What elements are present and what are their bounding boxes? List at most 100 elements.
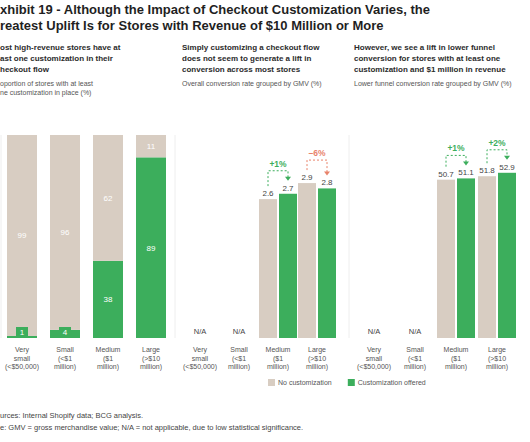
text-line: million) (54, 363, 76, 371)
change-bracket (268, 171, 291, 186)
data-label: 4 (63, 328, 68, 337)
bracket-arrow (285, 177, 291, 181)
bracket-arrow (504, 156, 510, 160)
text-line: customization and $1 million in revenue (354, 65, 506, 74)
text-line: heckout flow (0, 65, 50, 74)
data-label: 99 (18, 231, 27, 240)
text-line: million) (445, 363, 467, 371)
subtitle: ost high-revenue stores have atast one c… (0, 43, 121, 74)
data-labels: 2.6 2.7 2.9 2.8 (262, 173, 333, 198)
legend-swatch (268, 379, 275, 386)
bracket-line (268, 171, 288, 186)
text-line: small (14, 355, 31, 362)
text-line: Medium (266, 346, 291, 353)
data-label: 2.7 (282, 184, 294, 193)
bracket-arrow (463, 161, 469, 165)
text-line: Small (406, 346, 424, 353)
text-line: ($1 (103, 355, 113, 363)
text-line: (<$50,000) (5, 363, 39, 371)
text-line: conversion for stores with at least one (354, 54, 501, 63)
bar (498, 173, 516, 338)
bar (136, 157, 166, 338)
change-bracket (446, 155, 469, 166)
chart: xhibit 19 - Although the Impact of Check… (0, 0, 530, 442)
data-label: 2.9 (301, 173, 313, 182)
data-label: 11 (147, 142, 156, 151)
text-line: Small (56, 346, 74, 353)
change-bracket (307, 160, 330, 175)
text-line: oportion of stores with at least (0, 80, 93, 88)
text-line: Overall conversion rate grouped by GMV (… (182, 80, 322, 88)
legend: No customization Customization offered (268, 379, 426, 386)
text-line: million) (97, 363, 119, 371)
text-line: ($1 (273, 355, 283, 363)
text-line: (>$10 (488, 355, 506, 363)
label-background (16, 327, 28, 338)
text-line: Large (488, 346, 506, 354)
bar (457, 178, 475, 338)
data-label: 89 (147, 244, 156, 253)
text-line: Medium (96, 346, 121, 353)
annotation: +1% (447, 143, 465, 153)
bars (437, 173, 516, 338)
axis-label: Lower funnel conversion rate grouped by … (354, 80, 512, 88)
category-label: Verysmall(<$50,000) (183, 346, 217, 371)
category-label: Small(<$1million) (54, 346, 76, 371)
text-line: reatest Uplift Is for Stores with Revenu… (0, 18, 384, 33)
category-label: Small(<$1million) (228, 346, 250, 371)
data-label: 62 (104, 194, 113, 203)
annotation: N/A (368, 327, 381, 336)
bracket-line (487, 150, 507, 163)
text-line: Small (230, 346, 248, 353)
y-axis-line (1, 135, 2, 338)
text-line: million) (267, 363, 289, 371)
annotation: +2% (488, 138, 506, 148)
axis-label: Overall conversion rate grouped by GMV (… (182, 80, 322, 88)
bar (478, 176, 496, 338)
footnote: urces: Internal Shopify data; BCG analys… (0, 411, 143, 420)
text-line: million) (228, 363, 250, 371)
text-line: does not seem to generate a lift in (182, 54, 311, 63)
text-line: Very (367, 346, 382, 354)
data-label: 2.8 (321, 178, 333, 187)
text-line: ne customization in place (%) (0, 89, 91, 97)
bar (279, 194, 297, 338)
label-background (59, 327, 71, 338)
data-label: 50.7 (438, 170, 454, 179)
text-line: However, we see a lift in lower funnel (354, 43, 495, 52)
legend-swatch (348, 379, 355, 386)
text-line: (<$50,000) (357, 363, 391, 371)
bar (136, 135, 166, 157)
annotation: N/A (194, 327, 207, 336)
text-line: Lower funnel conversion rate grouped by … (354, 80, 512, 88)
category-label: Medium ($1million) (444, 346, 469, 371)
bar (298, 183, 316, 338)
subtitle: However, we see a lift in lower funnel co… (354, 43, 506, 74)
data-label: 96 (61, 228, 70, 237)
bar (7, 135, 37, 336)
legend-label: No customization (278, 379, 332, 386)
bars (259, 183, 336, 338)
category-label: Large(>$10million) (486, 346, 508, 371)
text-line: ($1 (451, 355, 461, 363)
data-labels: 19949638628911 (16, 142, 156, 338)
data-label: 2.6 (262, 189, 274, 198)
data-label: 51.1 (458, 168, 474, 177)
annotation: –6% (308, 148, 325, 158)
title: xhibit 19 - Although the Impact of Check… (0, 2, 430, 33)
text-line: small (366, 355, 383, 362)
bar (93, 135, 123, 261)
bar (93, 261, 123, 338)
text-line: Medium (444, 346, 469, 353)
text-line: million) (140, 363, 162, 371)
annotation: +1% (269, 159, 287, 169)
legend-label: Customization offered (358, 379, 426, 386)
bracket-line (307, 160, 327, 172)
category-label: Large(>$10million) (140, 346, 162, 371)
text-line: (<$50,000) (183, 363, 217, 371)
bar (437, 180, 455, 338)
data-labels: 50.751.151.852.9 (438, 163, 515, 179)
text-line: conversion across most stores (182, 65, 301, 74)
text-line: ast one customization in their (0, 54, 113, 63)
category-label: Medium ($1million) (96, 346, 121, 371)
